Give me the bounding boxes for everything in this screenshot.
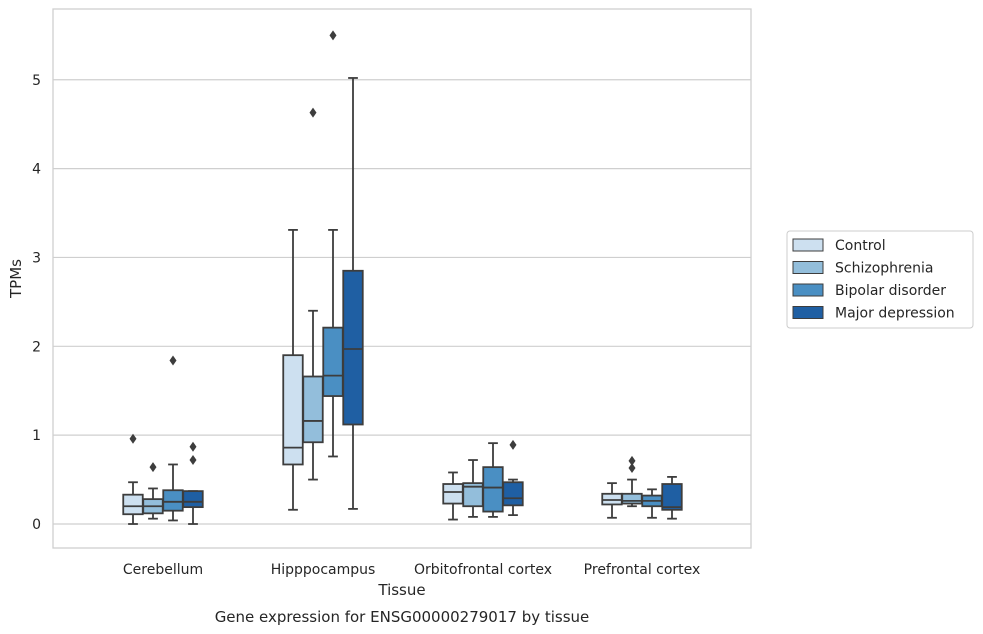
outlier-point xyxy=(129,433,137,444)
legend-label: Bipolar disorder xyxy=(835,283,946,299)
box-major-depression xyxy=(502,439,524,517)
box-schizophrenia xyxy=(302,107,324,481)
boxes xyxy=(122,30,683,525)
y-tick-label: 1 xyxy=(32,428,41,444)
legend: Control Schizophrenia Bipolar disorder Majo… xyxy=(786,230,974,329)
legend-swatch xyxy=(792,306,824,319)
x-tick-label: Cerebellum xyxy=(123,562,203,578)
y-tick-label: 4 xyxy=(32,162,41,178)
box-control xyxy=(442,471,464,521)
plot-frame xyxy=(52,8,752,549)
box-major-depression xyxy=(182,441,204,525)
legend-swatch xyxy=(792,283,824,297)
y-tick-label: 5 xyxy=(32,73,41,89)
box-bipolar-disorder xyxy=(482,442,504,518)
x-tick-label: Prefrontal cortex xyxy=(584,562,701,578)
box-control xyxy=(282,229,304,511)
grid-lines xyxy=(53,79,751,525)
x-tick-label: Hipppocampus xyxy=(271,562,376,578)
x-tick-label: Orbitofrontal cortex xyxy=(414,562,552,578)
box-body xyxy=(162,489,184,512)
legend-label: Control xyxy=(835,238,886,254)
box-body xyxy=(122,493,144,516)
box-body xyxy=(342,269,364,426)
outlier-point xyxy=(149,462,157,473)
outlier-point xyxy=(189,441,197,452)
legend-swatch xyxy=(792,238,824,252)
box-bipolar-disorder xyxy=(322,30,344,458)
y-tick-label: 3 xyxy=(32,250,41,266)
box-control xyxy=(122,433,144,525)
box-bipolar-disorder xyxy=(162,355,184,522)
y-tick-label: 0 xyxy=(32,517,41,533)
box-major-depression xyxy=(661,476,683,520)
box-body xyxy=(661,483,683,511)
box-control xyxy=(601,482,623,519)
outlier-point xyxy=(169,355,177,366)
box-body xyxy=(482,466,504,513)
box-schizophrenia xyxy=(142,462,164,520)
outlier-point xyxy=(509,439,517,450)
outlier-point xyxy=(329,30,337,41)
outlier-point xyxy=(628,455,636,466)
y-axis-label: TPMs xyxy=(7,259,25,299)
box-body xyxy=(442,483,464,505)
box-bipolar-disorder xyxy=(641,488,663,519)
box-major-depression xyxy=(342,77,364,510)
outlier-point xyxy=(309,107,317,118)
box-schizophrenia xyxy=(621,455,643,508)
y-tick-labels: 0 1 2 3 4 5 xyxy=(32,73,41,533)
box-body xyxy=(502,481,524,507)
box-body xyxy=(182,490,204,509)
figure-caption: Gene expression for ENSG00000279017 by t… xyxy=(215,608,590,626)
legend-label: Major depression xyxy=(835,306,955,322)
box-body xyxy=(302,375,324,444)
outlier-point xyxy=(189,455,197,466)
box-body xyxy=(621,492,643,505)
legend-label: Schizophrenia xyxy=(835,261,933,277)
box-schizophrenia xyxy=(462,459,484,518)
y-tick-label: 2 xyxy=(32,339,41,355)
x-tick-labels: Cerebellum Hipppocampus Orbitofrontal cort… xyxy=(123,562,700,578)
x-axis-label: Tissue xyxy=(377,581,425,599)
legend-swatch xyxy=(792,261,824,274)
box-body xyxy=(322,326,344,397)
outlier-point xyxy=(628,463,636,474)
legend-frame xyxy=(786,230,974,329)
